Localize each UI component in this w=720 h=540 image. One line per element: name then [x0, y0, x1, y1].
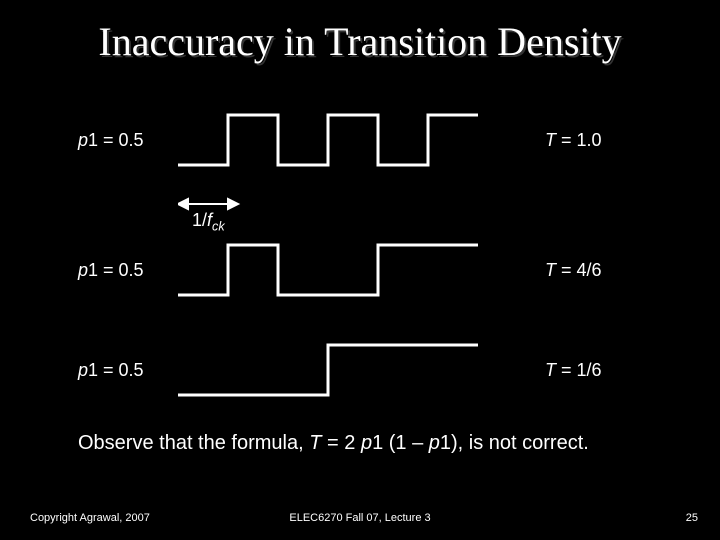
row3-t-label: T = 1/6 [545, 360, 602, 381]
row3-p-label: p1 = 0.5 [78, 360, 144, 381]
waveform-2 [178, 240, 488, 300]
row1-t-label: T = 1.0 [545, 130, 602, 151]
waveform-3 [178, 340, 488, 400]
footer-center: ELEC6270 Fall 07, Lecture 3 [0, 512, 720, 524]
slide-title: Inaccuracy in Transition Density [0, 18, 720, 65]
row2-t-label: T = 4/6 [545, 260, 602, 281]
clock-period-label: 1/fck [192, 210, 225, 234]
observe-text: Observe that the formula, T = 2 p1 (1 – … [78, 432, 589, 455]
footer-right: 25 [686, 512, 698, 524]
row1-p-label: p1 = 0.5 [78, 130, 144, 151]
row2-p-label: p1 = 0.5 [78, 260, 144, 281]
waveform-1 [178, 110, 488, 170]
